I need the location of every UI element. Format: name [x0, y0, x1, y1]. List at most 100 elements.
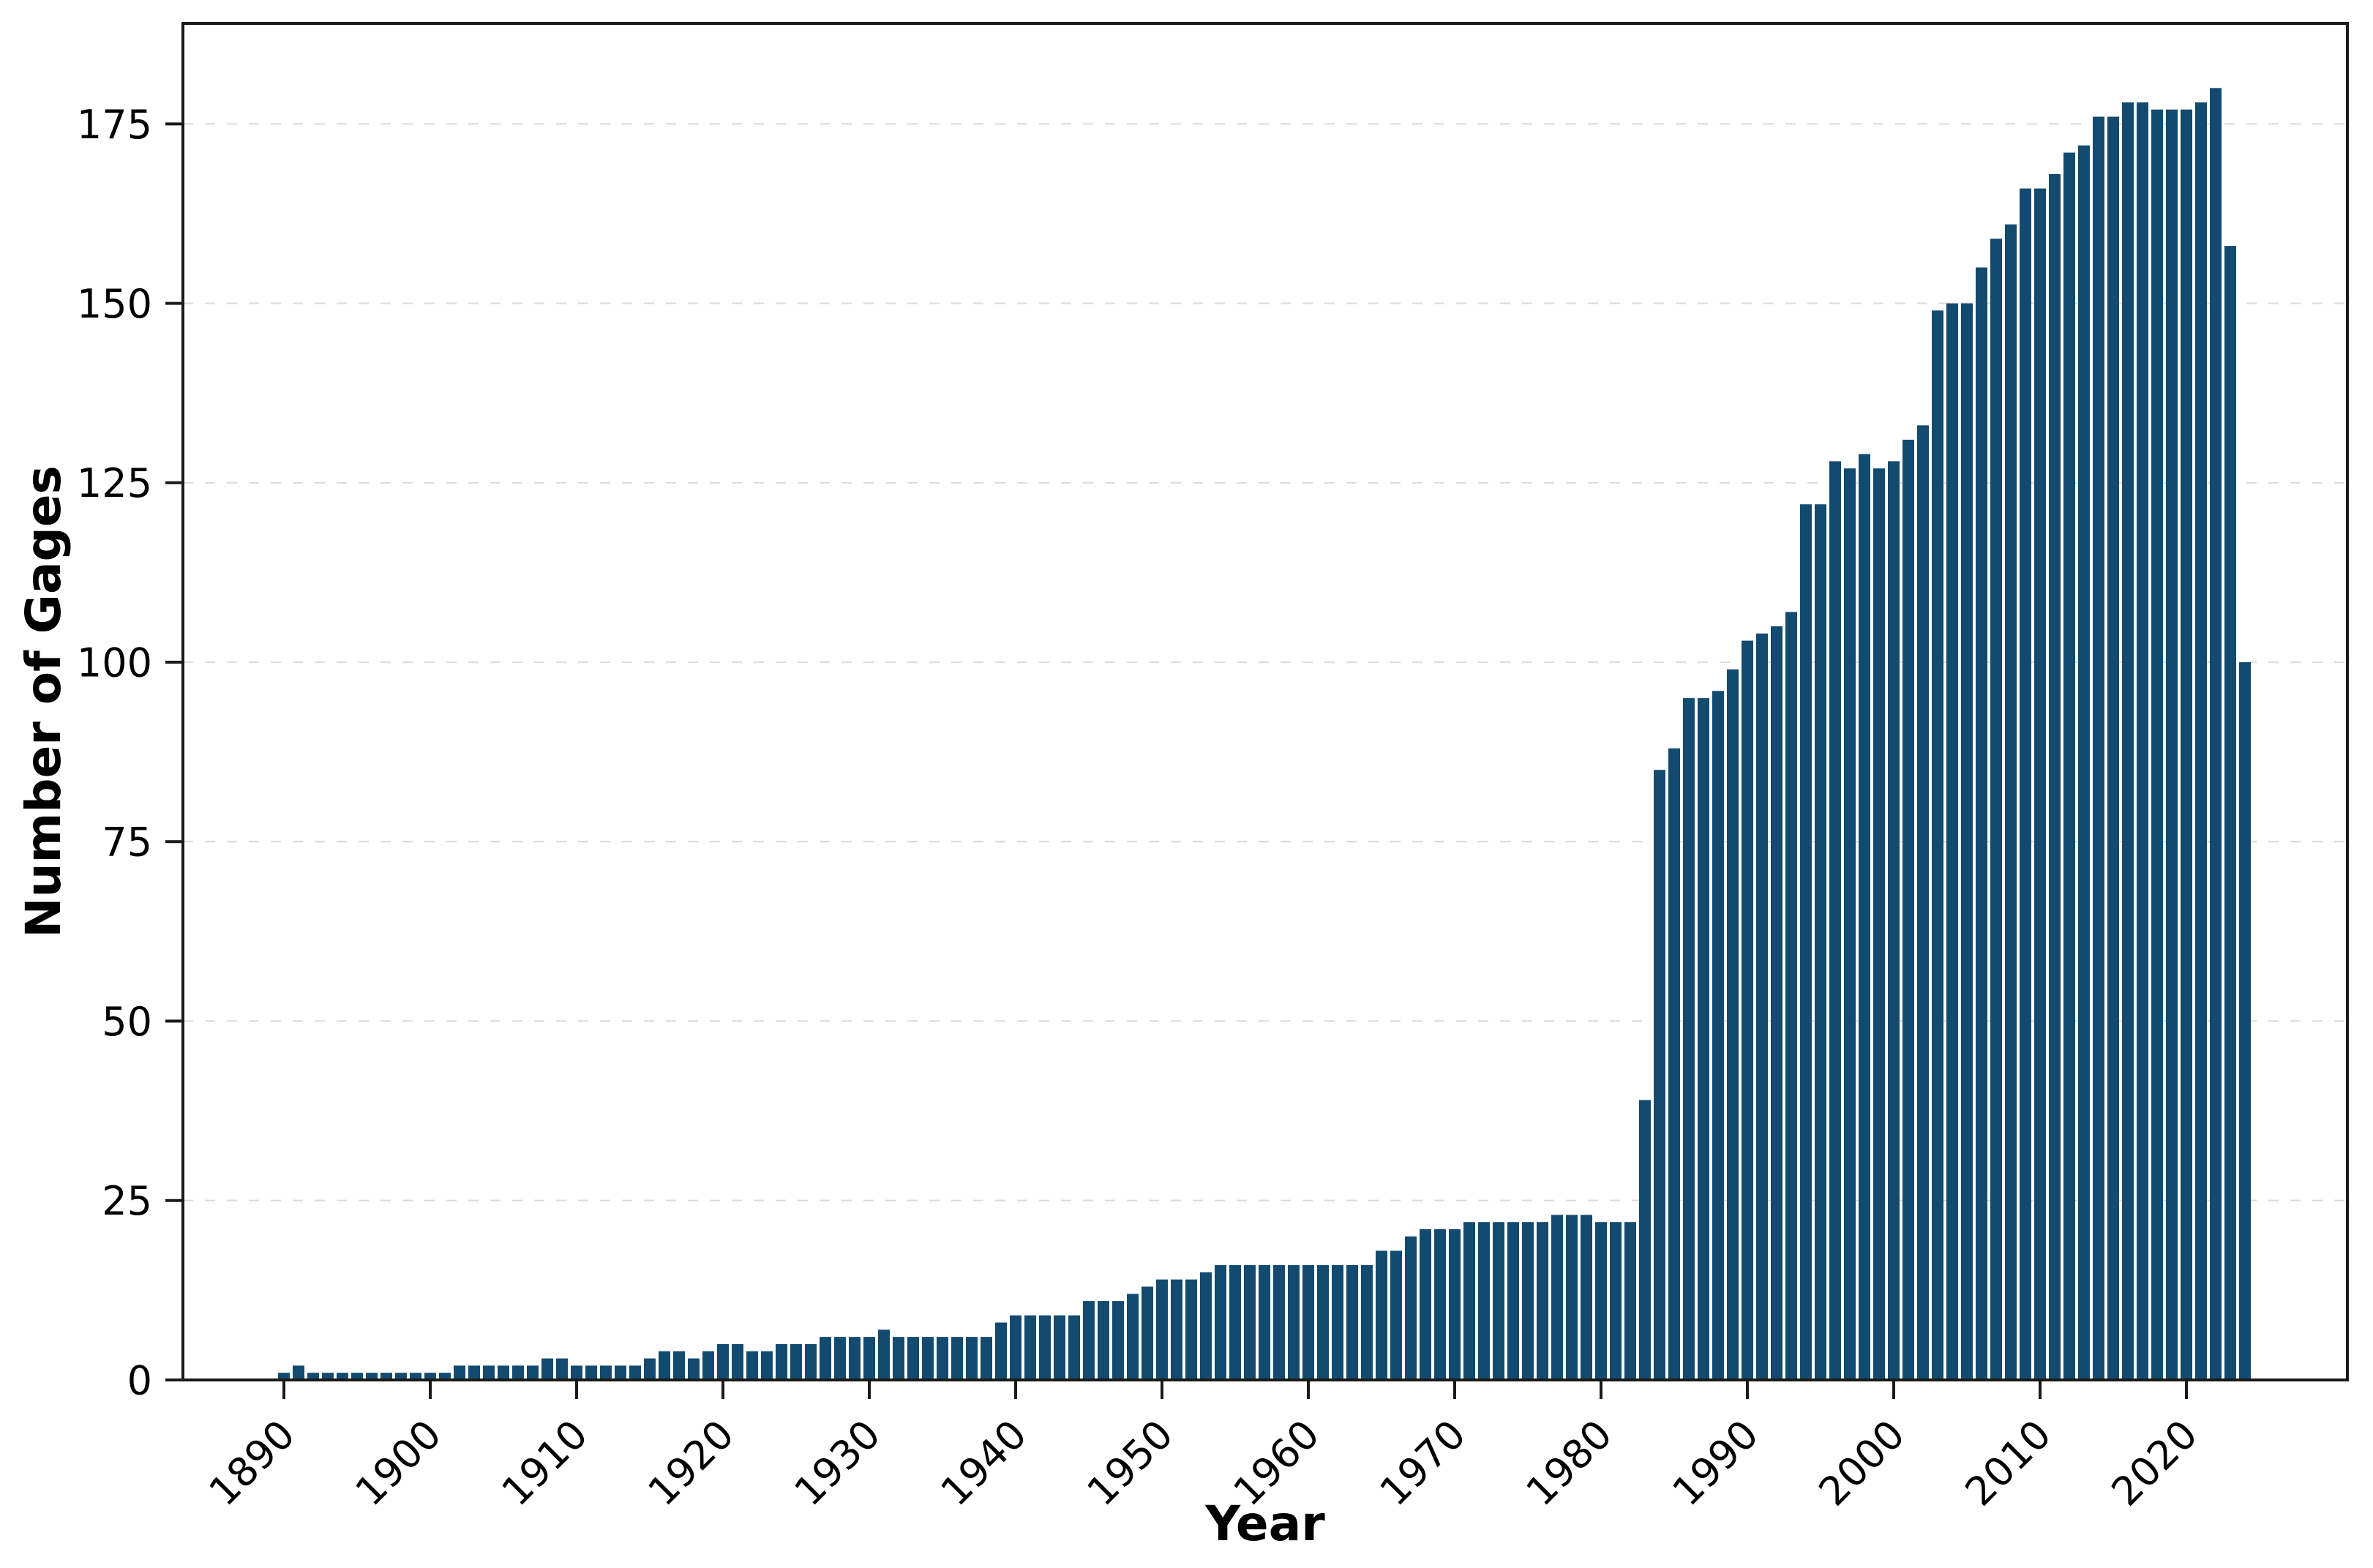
- bar-1891: [293, 1365, 304, 1380]
- bar-1996: [1829, 461, 1841, 1380]
- bar-1977: [1551, 1215, 1563, 1380]
- bar-1965: [1376, 1250, 1387, 1380]
- y-axis-label: Number of Gages: [15, 465, 72, 938]
- y-tick-label-50: 50: [102, 999, 152, 1045]
- bar-1920: [717, 1343, 729, 1380]
- bar-2006: [1976, 267, 1987, 1380]
- bar-1907: [527, 1365, 539, 1380]
- bar-1928: [834, 1337, 846, 1380]
- bar-1906: [512, 1365, 524, 1380]
- bar-1909: [556, 1358, 568, 1380]
- bar-1937: [966, 1337, 978, 1380]
- bar-1904: [483, 1365, 495, 1380]
- x-tick-label-1970: 1970: [1371, 1411, 1474, 1515]
- bar-1899: [410, 1373, 421, 1380]
- bar-2018: [2151, 109, 2163, 1381]
- bar-2012: [2063, 152, 2075, 1381]
- bar-1935: [937, 1337, 948, 1380]
- bar-1948: [1127, 1294, 1139, 1380]
- bar-2011: [2049, 174, 2061, 1380]
- bar-2017: [2137, 102, 2148, 1380]
- bar-1994: [1800, 504, 1812, 1381]
- x-axis-label: Year: [1204, 1496, 1325, 1552]
- bar-1999: [1873, 468, 1885, 1381]
- bar-2024: [2239, 662, 2251, 1380]
- bar-1992: [1771, 626, 1782, 1380]
- bar-2016: [2122, 102, 2134, 1380]
- bar-1995: [1815, 504, 1826, 1381]
- bar-1955: [1229, 1265, 1241, 1380]
- bar-1934: [922, 1337, 934, 1380]
- bar-1933: [907, 1337, 919, 1380]
- bar-1964: [1361, 1265, 1373, 1380]
- bar-1944: [1068, 1315, 1080, 1380]
- bar-1966: [1390, 1250, 1402, 1380]
- bar-1917: [673, 1351, 685, 1380]
- bar-1893: [322, 1373, 334, 1380]
- bar-2009: [2020, 188, 2031, 1381]
- gridlines: [183, 123, 2347, 1201]
- x-tick-labels: 1890 1900 1910 1920 1930 1940 1950 1960 1970 1980…: [200, 1411, 2206, 1515]
- bar-1918: [688, 1358, 700, 1380]
- bar-1919: [702, 1351, 714, 1380]
- bar-1957: [1259, 1265, 1270, 1380]
- bar-1982: [1624, 1222, 1636, 1380]
- x-tick-label-1950: 1950: [1078, 1411, 1182, 1515]
- x-tick-label-2000: 2000: [1810, 1411, 1913, 1515]
- bar-2013: [2078, 145, 2090, 1380]
- bar-1890: [278, 1373, 290, 1380]
- bar-1951: [1171, 1279, 1182, 1380]
- x-tick-label-1930: 1930: [785, 1411, 889, 1515]
- bar-1898: [395, 1373, 407, 1380]
- bar-2015: [2107, 116, 2119, 1380]
- bar-1970: [1449, 1229, 1461, 1380]
- bar-1975: [1522, 1222, 1534, 1380]
- bar-1985: [1668, 748, 1680, 1380]
- x-tick-label-1900: 1900: [346, 1411, 450, 1515]
- bar-1938: [981, 1337, 992, 1380]
- bar-1915: [644, 1358, 656, 1380]
- bar-1945: [1083, 1301, 1095, 1380]
- bar-2014: [2093, 116, 2104, 1380]
- bar-1988: [1712, 691, 1724, 1380]
- bar-1971: [1463, 1222, 1475, 1380]
- bar-2004: [1946, 303, 1958, 1381]
- bar-1963: [1346, 1265, 1358, 1380]
- x-tick-label-1920: 1920: [639, 1411, 743, 1515]
- bar-1983: [1639, 1100, 1651, 1380]
- bar-1916: [659, 1351, 670, 1380]
- bar-1991: [1756, 633, 1768, 1380]
- bar-1967: [1405, 1236, 1417, 1380]
- x-tick-label-1980: 1980: [1517, 1411, 1621, 1515]
- bar-1972: [1478, 1222, 1490, 1380]
- y-tick-label-25: 25: [102, 1178, 152, 1224]
- x-tick-label-2020: 2020: [2102, 1411, 2206, 1515]
- bar-1940: [1010, 1315, 1021, 1380]
- bar-1914: [629, 1365, 641, 1380]
- y-tick-labels: 0 25 50 75 100 125 150 175: [77, 102, 152, 1404]
- bar-1997: [1844, 468, 1856, 1381]
- bar-1897: [380, 1373, 392, 1380]
- bar-1896: [366, 1373, 378, 1380]
- bar-1892: [307, 1373, 319, 1380]
- bar-1930: [863, 1337, 875, 1380]
- bar-1932: [893, 1337, 904, 1380]
- bar-1993: [1785, 612, 1797, 1380]
- x-tick-label-1910: 1910: [492, 1411, 596, 1515]
- bar-2007: [1990, 239, 2002, 1381]
- bar-1911: [585, 1365, 597, 1380]
- bar-2019: [2166, 109, 2178, 1381]
- y-tick-label-150: 150: [77, 281, 152, 327]
- bar-1947: [1112, 1301, 1124, 1380]
- bar-1976: [1537, 1222, 1548, 1380]
- bar-1962: [1332, 1265, 1343, 1380]
- bar-1923: [761, 1351, 773, 1380]
- bar-1929: [849, 1337, 861, 1380]
- bar-1921: [732, 1343, 743, 1380]
- bar-1936: [951, 1337, 963, 1380]
- bar-1981: [1610, 1222, 1622, 1380]
- bar-1973: [1493, 1222, 1504, 1380]
- bar-1949: [1141, 1286, 1153, 1380]
- bar-1954: [1215, 1265, 1226, 1380]
- bar-1941: [1024, 1315, 1036, 1380]
